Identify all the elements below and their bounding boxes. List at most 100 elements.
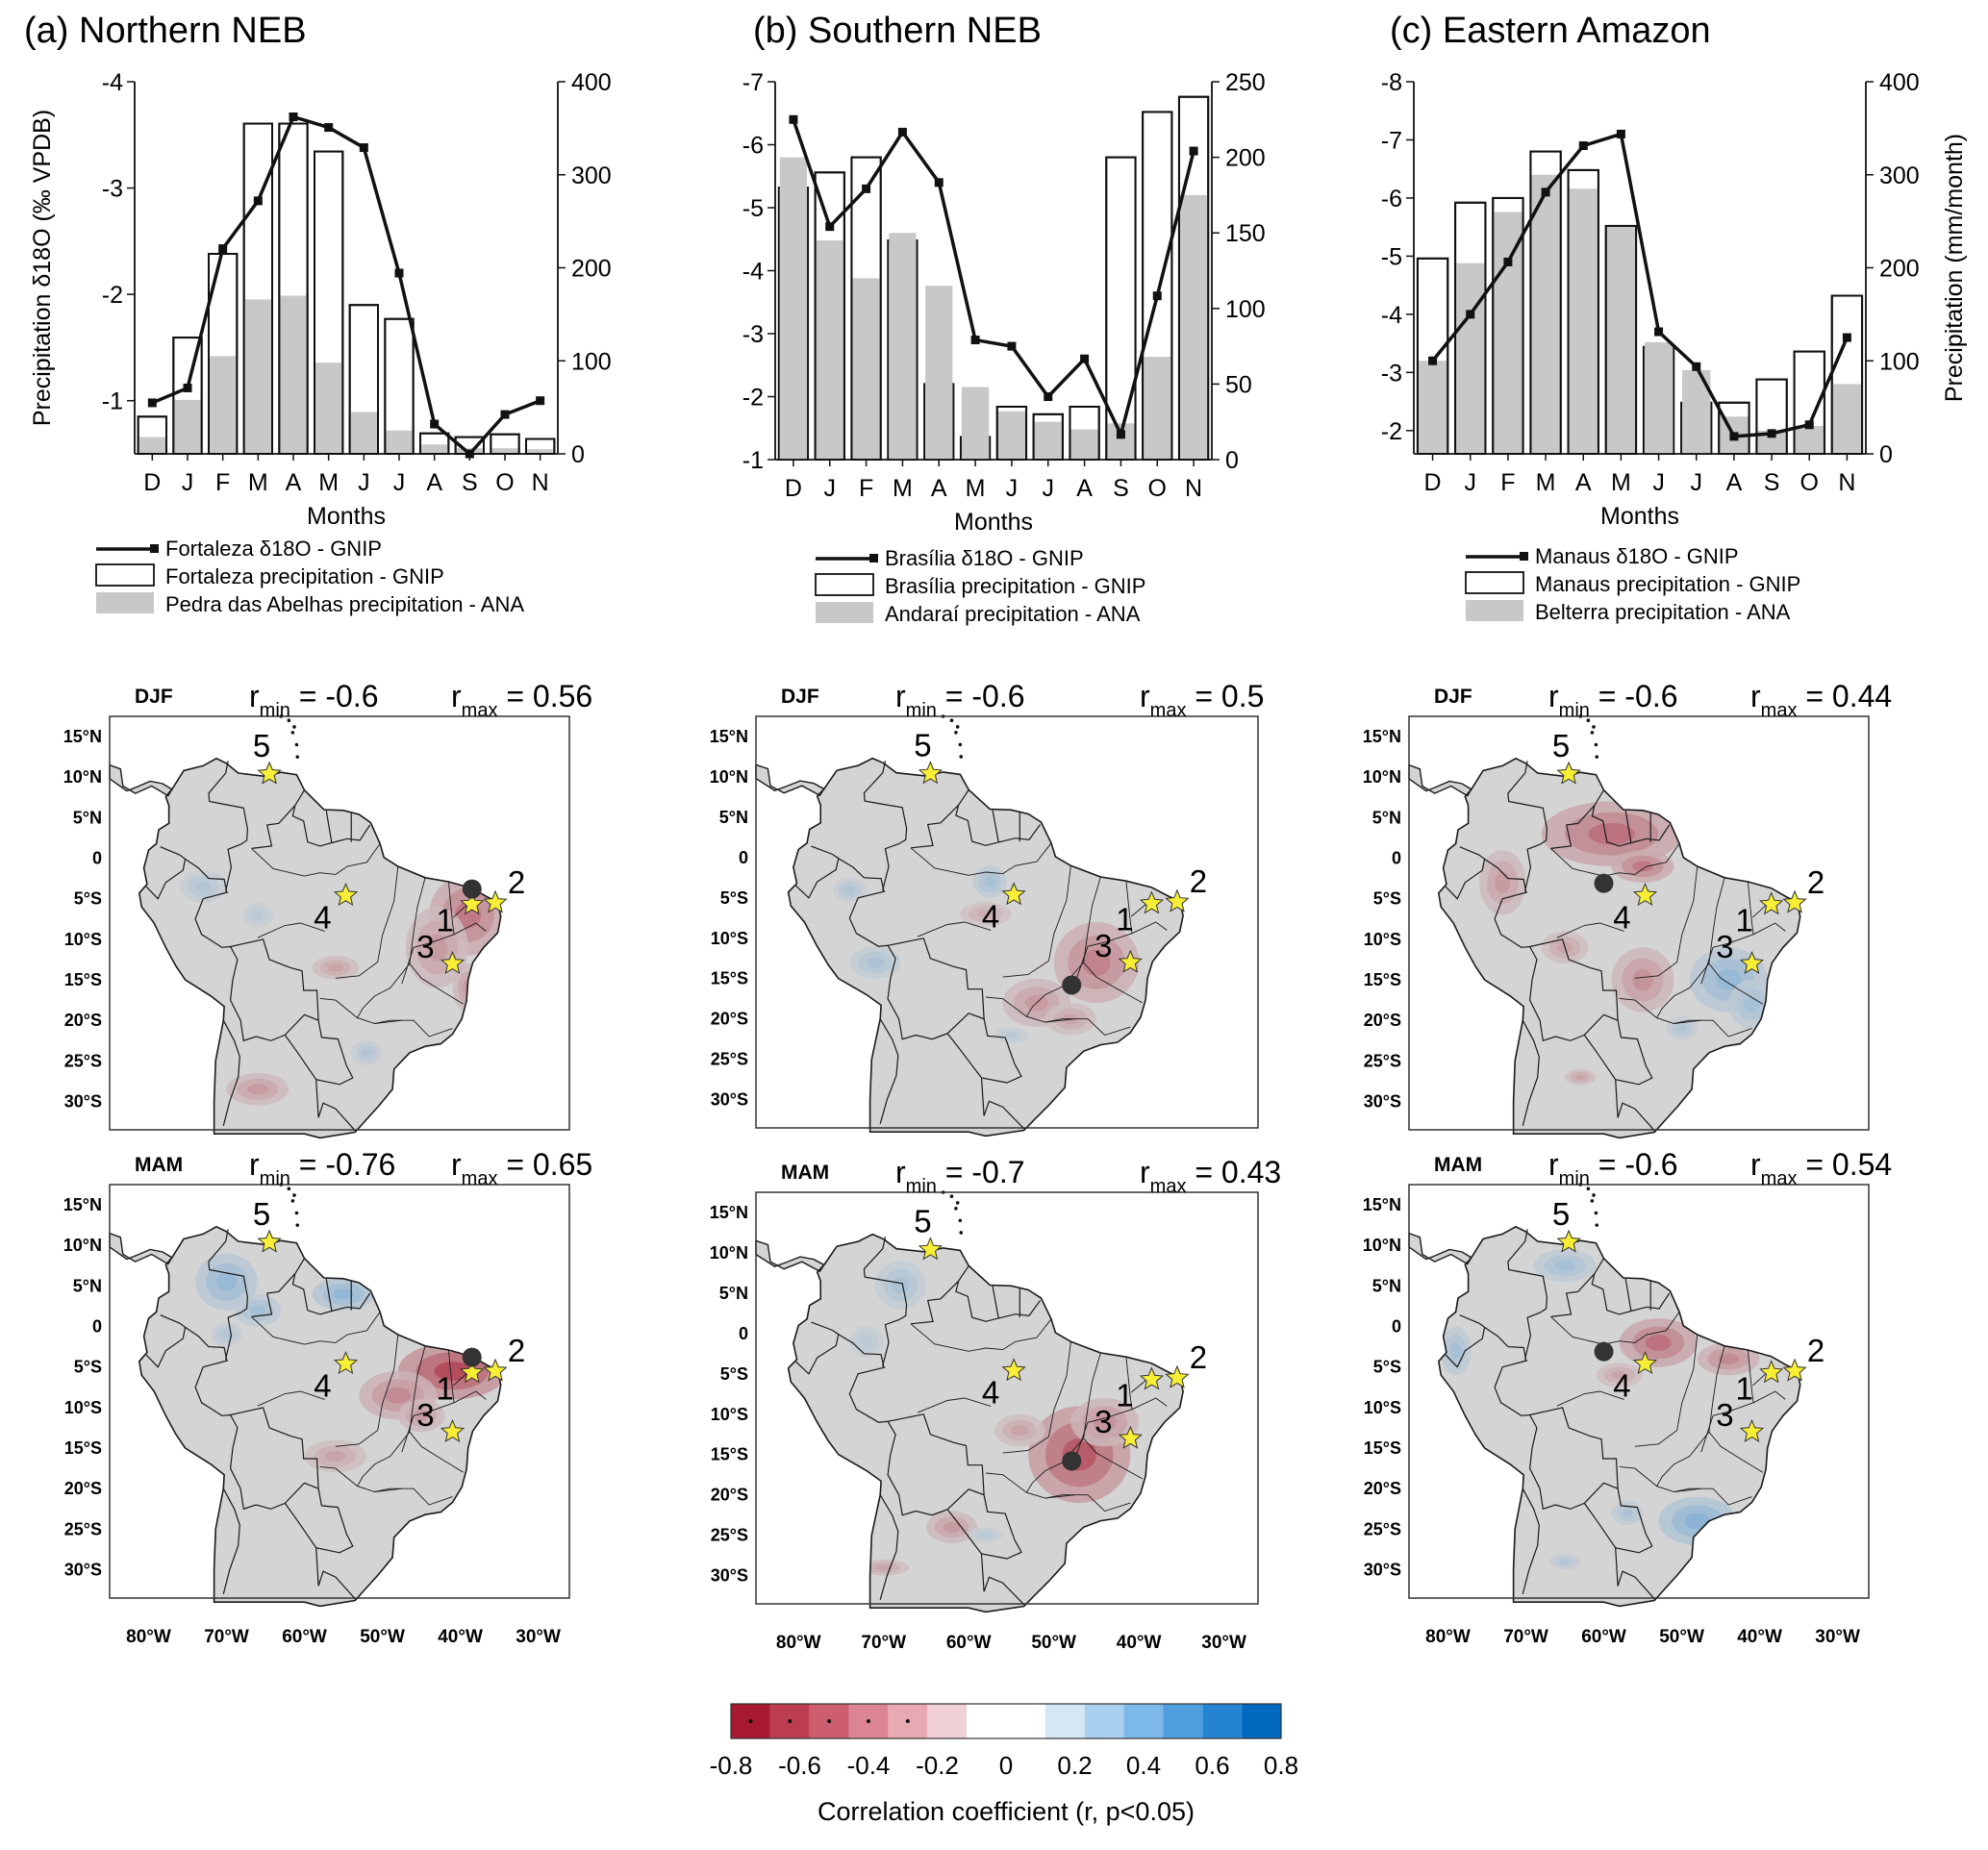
positive-corr-area — [1554, 1260, 1575, 1271]
site-star-icon — [257, 1229, 282, 1253]
y-right-tick-label: 150 — [1225, 220, 1266, 247]
bar-gray — [1531, 174, 1560, 454]
lat-label: 5°S — [1373, 889, 1401, 909]
colorbar-tick-label: -0.6 — [778, 1751, 821, 1780]
bar-gray — [350, 412, 377, 454]
bar-gray — [1456, 262, 1485, 454]
lat-label: 15°S — [711, 1445, 748, 1464]
negative-corr-area — [247, 1084, 268, 1095]
lat-label: 0 — [1392, 1317, 1401, 1337]
island — [1586, 718, 1591, 723]
lat-label: 5°N — [1372, 808, 1401, 827]
lat-label: 20°S — [1364, 1011, 1401, 1030]
bar-gray — [386, 430, 413, 454]
bar-gray — [138, 437, 165, 454]
x-tick-label: M — [1611, 469, 1631, 496]
legend-label: Fortaleza precipitation - GNIP — [165, 564, 444, 588]
state-border — [1044, 1494, 1131, 1512]
lat-label: 15°N — [1363, 1195, 1401, 1214]
country-border — [946, 1509, 1022, 1560]
site-star-icon — [918, 1237, 944, 1261]
y-right-tick-label: 50 — [1225, 371, 1252, 398]
y-left-tick-label: -1 — [742, 447, 764, 474]
d18o-marker — [1616, 129, 1625, 138]
state-border — [413, 1390, 487, 1416]
colorbar-swatch — [1006, 1704, 1045, 1738]
map-frame — [755, 1191, 1259, 1605]
colorbar-frame — [730, 1703, 1282, 1739]
map-frame — [109, 715, 570, 1131]
x-tick-label: M — [318, 469, 339, 496]
d18o-marker — [897, 127, 907, 137]
y-right-tick-label: 300 — [571, 162, 612, 189]
lat-label: 15°N — [63, 727, 102, 746]
island — [1595, 755, 1599, 759]
country-border — [1615, 1079, 1656, 1133]
lat-label: 30°S — [64, 1091, 102, 1111]
country-border — [1484, 1326, 1527, 1360]
site-number: 4 — [314, 899, 331, 935]
state-border — [985, 996, 1027, 1017]
x-axis-title: Months — [307, 503, 386, 530]
colorbar-title: Correlation coefficient (r, p<0.05) — [818, 1797, 1195, 1826]
site-number: 3 — [416, 1397, 434, 1433]
bar-gray — [961, 387, 990, 460]
positive-corr-area — [867, 957, 884, 968]
legend-gray-swatch — [816, 602, 873, 623]
y-left-tick-label: -3 — [742, 321, 764, 348]
y-left-tick-label: -2 — [1381, 418, 1402, 445]
island — [954, 730, 958, 735]
lat-label: 30°S — [1364, 1091, 1401, 1111]
site-star-icon — [333, 1350, 359, 1375]
bar-gray — [280, 295, 307, 454]
lat-label: 10°S — [1364, 930, 1401, 949]
lon-label: 80°W — [126, 1627, 171, 1647]
lon-label: 70°W — [1503, 1627, 1548, 1647]
d18o-marker — [789, 114, 798, 124]
state-border — [319, 1465, 358, 1487]
lat-label: 20°S — [64, 1011, 102, 1030]
island — [1594, 742, 1598, 747]
country-border — [848, 761, 1016, 1064]
island — [1590, 731, 1595, 735]
d18o-marker — [1080, 354, 1090, 363]
legend-outline-swatch — [815, 573, 874, 596]
legend: Brasília δ18O - GNIP Brasília precipitati… — [815, 546, 1145, 626]
state-border — [910, 1318, 1052, 1352]
map-panel-mam: 15°N 10°N 5°N 0 5°S 10°S 15°S 20°S 25°S 30°S 80°W 7… — [63, 1147, 592, 1647]
site-number: 2 — [508, 864, 525, 900]
state-border — [1074, 1422, 1089, 1460]
lat-label: 20°S — [64, 1479, 102, 1498]
island — [294, 742, 299, 747]
lon-label: 30°W — [1815, 1627, 1860, 1647]
d18o-marker — [1654, 327, 1664, 337]
island — [292, 725, 296, 729]
country-border — [291, 1258, 371, 1315]
bar-gray — [421, 444, 448, 454]
positive-corr-area — [1684, 1512, 1711, 1530]
x-tick-label: S — [462, 469, 478, 496]
land-south-america — [788, 758, 1184, 1137]
rmin-label: rmin = -0.7 — [895, 1155, 1025, 1197]
state-border — [1083, 1352, 1101, 1439]
lon-label: 60°W — [1581, 1627, 1626, 1647]
x-axis-title: Months — [1600, 503, 1679, 530]
lat-label: 10°N — [1363, 767, 1401, 787]
site-star-icon — [1632, 882, 1658, 907]
lat-label: 10°S — [64, 1398, 102, 1417]
state-border — [1708, 877, 1725, 964]
bar-gray — [1832, 384, 1862, 454]
x-tick-label: A — [426, 469, 442, 496]
lat-label: 10°N — [63, 767, 102, 787]
country-border — [325, 1278, 333, 1312]
site-number: 5 — [914, 728, 931, 763]
positive-corr-area — [1559, 1559, 1571, 1564]
state-border — [1712, 1390, 1786, 1416]
x-axis-title: Months — [954, 509, 1033, 536]
site-number: 2 — [1190, 1339, 1207, 1375]
lon-label: 80°W — [776, 1633, 821, 1653]
negative-corr-area — [434, 1362, 471, 1381]
negative-corr-area — [385, 1387, 412, 1404]
colorbar-swatch — [1123, 1704, 1164, 1738]
